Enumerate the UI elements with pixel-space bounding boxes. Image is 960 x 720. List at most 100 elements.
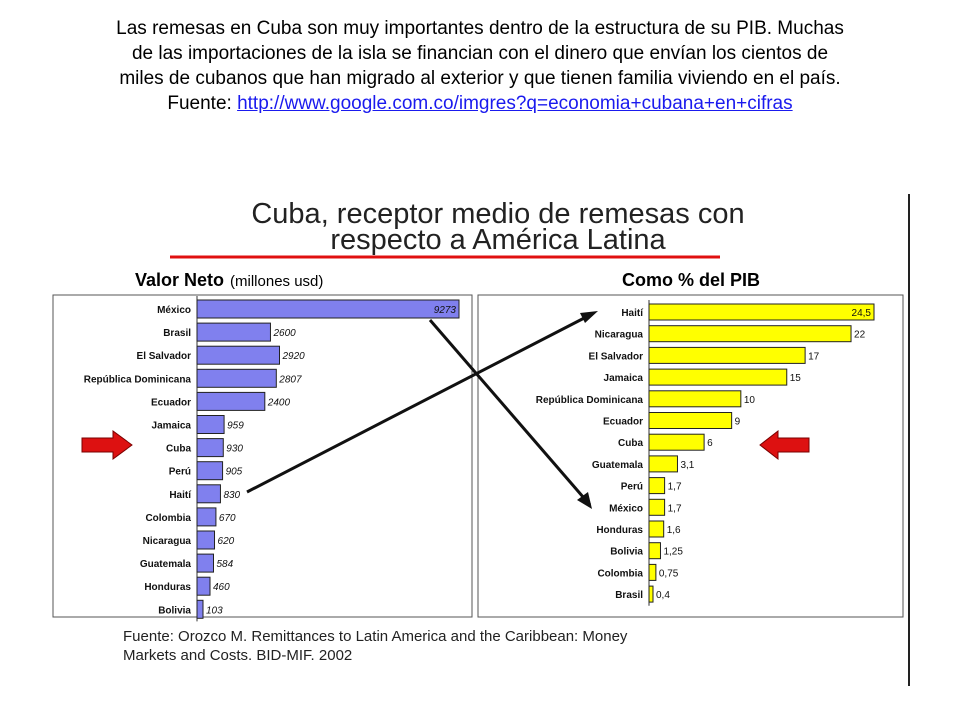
valor-neto-category-label-nicaragua: Nicaragua [143, 536, 192, 547]
valor-neto-category-label-bolivia: Bolivia [158, 605, 191, 616]
left-panel-frame [52, 294, 473, 618]
valor-neto-value-label-republica-dominicana: 2807 [278, 374, 302, 385]
valor-neto-bar-guatemala [196, 553, 215, 573]
pct-pib-category-label-colombia: Colombia [597, 568, 643, 579]
pct-pib-bar-guatemala [648, 455, 678, 473]
valor-neto-value-label-mexico: 9273 [434, 305, 457, 316]
valor-neto-value-label-bolivia: 103 [206, 605, 223, 616]
pct-pib-bar-jamaica [648, 368, 788, 386]
pct-pib-value-label-guatemala: 3,1 [680, 460, 694, 471]
pct-pib-value-label-haiti: 24,5 [852, 308, 872, 319]
valor-neto-bar-haiti [196, 484, 221, 504]
pct-pib-value-label-nicaragua: 22 [854, 330, 866, 341]
slide-caption: Las remesas en Cuba son muy importantes … [40, 16, 920, 116]
caption-source-prefix: Fuente: [167, 93, 238, 114]
pct-pib-category-label-guatemala: Guatemala [592, 460, 644, 471]
figure-source-line-1: Fuente: Orozco M. Remittances to Latin A… [123, 628, 628, 645]
pct-pib-category-label-jamaica: Jamaica [604, 373, 644, 384]
valor-neto-bar-el-salvador [196, 345, 281, 365]
valor-neto-category-label-honduras: Honduras [144, 582, 191, 593]
valor-neto-bar-republica-dominicana [196, 368, 277, 388]
pct-pib-bar-el-salvador [648, 346, 806, 364]
figure-source-line-2: Markets and Costs. BID-MIF. 2002 [123, 647, 352, 664]
right-chart: Haití 24,5 Nicaragua 22 El Salvador 17 Jamaica… [536, 300, 875, 606]
pct-pib-category-label-brasil: Brasil [615, 590, 643, 601]
valor-neto-bar-ecuador [196, 391, 266, 411]
valor-neto-category-label-republica-dominicana: República Dominicana [84, 374, 192, 385]
pct-pib-value-label-colombia: 0,75 [659, 568, 679, 579]
pct-pib-value-label-ecuador: 9 [735, 417, 741, 428]
left-panel-title-unit: (millones usd) [230, 273, 323, 290]
connector-haiti-line [246, 312, 593, 494]
valor-neto-value-label-ecuador: 2400 [267, 397, 291, 408]
connector-mexico-arrowhead [577, 492, 592, 509]
pct-pib-value-label-mexico: 1,7 [668, 503, 682, 514]
valor-neto-bar-honduras [196, 576, 211, 596]
valor-neto-category-label-haiti: Haití [169, 490, 192, 501]
valor-neto-bar-cuba [196, 438, 224, 458]
valor-neto-bar-jamaica [196, 415, 225, 434]
left-chart: México 9273 Brasil 2600 El Salvador 2920 Repúb… [84, 296, 460, 622]
pct-pib-value-label-brasil: 0,4 [656, 590, 670, 601]
pct-pib-bar-mexico [648, 498, 666, 516]
valor-neto-bar-mexico [196, 299, 460, 319]
valor-neto-value-label-jamaica: 959 [227, 421, 244, 432]
valor-neto-bar-colombia [196, 507, 217, 527]
pct-pib-value-label-cuba: 6 [707, 438, 713, 449]
caption-line-2: de las importaciones de la isla se finan… [131, 43, 829, 64]
valor-neto-category-label-cuba: Cuba [166, 444, 191, 455]
valor-neto-value-label-nicaragua: 620 [218, 536, 235, 547]
pct-pib-bar-cuba [648, 433, 705, 451]
pct-pib-category-label-el-salvador: El Salvador [589, 351, 644, 362]
valor-neto-value-label-brasil: 2600 [272, 328, 296, 339]
connector-haiti-arrowhead [580, 311, 598, 323]
pct-pib-bar-haiti [648, 303, 875, 321]
pct-pib-value-label-peru: 1,7 [668, 482, 682, 493]
cuba-arrow-left-icon [81, 430, 133, 460]
source-link[interactable]: http://www.google.com.co/imgres?q=econom… [237, 93, 793, 114]
pct-pib-bar-colombia [648, 563, 657, 581]
pct-pib-bar-ecuador [648, 412, 733, 429]
caption-source: Fuente: http://www.google.com.co/imgres?… [40, 91, 920, 116]
valor-neto-value-label-guatemala: 584 [217, 559, 234, 570]
valor-neto-value-label-cuba: 930 [226, 444, 243, 455]
valor-neto-category-label-el-salvador: El Salvador [137, 351, 192, 362]
connector-mexico-line [428, 319, 592, 506]
pct-pib-bar-bolivia [648, 542, 661, 560]
pct-pib-category-label-bolivia: Bolivia [610, 547, 643, 558]
pct-pib-value-label-honduras: 1,6 [667, 525, 681, 536]
pct-pib-category-label-ecuador: Ecuador [603, 417, 643, 428]
valor-neto-category-label-colombia: Colombia [145, 513, 191, 524]
pct-pib-category-label-haiti: Haití [621, 308, 644, 319]
figure-title-line-1: Cuba, receptor medio de remesas con [251, 198, 744, 230]
pct-pib-bar-honduras [648, 520, 665, 538]
pct-pib-value-label-jamaica: 15 [790, 373, 802, 384]
pct-pib-category-label-mexico: México [609, 503, 643, 514]
caption-line-1: Las remesas en Cuba son muy importantes … [116, 18, 844, 39]
pct-pib-category-label-nicaragua: Nicaragua [595, 330, 644, 341]
pct-pib-category-label-honduras: Honduras [596, 525, 643, 536]
cuba-arrow-right-icon [759, 429, 810, 461]
valor-neto-value-label-peru: 905 [226, 467, 243, 478]
right-panel-frame [477, 294, 904, 618]
pct-pib-bar-nicaragua [648, 325, 852, 343]
valor-neto-bar-nicaragua [196, 530, 216, 550]
caption-line-3: miles de cubanos que han migrado al exte… [119, 68, 841, 89]
valor-neto-category-label-jamaica: Jamaica [152, 421, 192, 432]
pct-pib-value-label-bolivia: 1,25 [663, 547, 683, 558]
valor-neto-category-label-peru: Perú [169, 467, 191, 478]
pct-pib-bar-republica-dominicana [648, 390, 742, 408]
valor-neto-bar-peru [196, 461, 224, 481]
left-panel-title: Valor Neto (millones usd) [135, 270, 323, 290]
figure-title-line-2: respecto a América Latina [330, 224, 666, 256]
pct-pib-category-label-cuba: Cuba [618, 438, 643, 449]
pct-pib-category-label-peru: Perú [621, 482, 643, 493]
valor-neto-value-label-colombia: 670 [219, 513, 236, 524]
left-panel-title-main: Valor Neto [135, 270, 224, 290]
valor-neto-value-label-el-salvador: 2920 [282, 351, 306, 362]
pct-pib-bar-peru [648, 477, 666, 495]
valor-neto-category-label-brasil: Brasil [163, 328, 191, 339]
right-panel-title: Como % del PIB [622, 270, 760, 290]
valor-neto-bar-brasil [196, 322, 271, 342]
